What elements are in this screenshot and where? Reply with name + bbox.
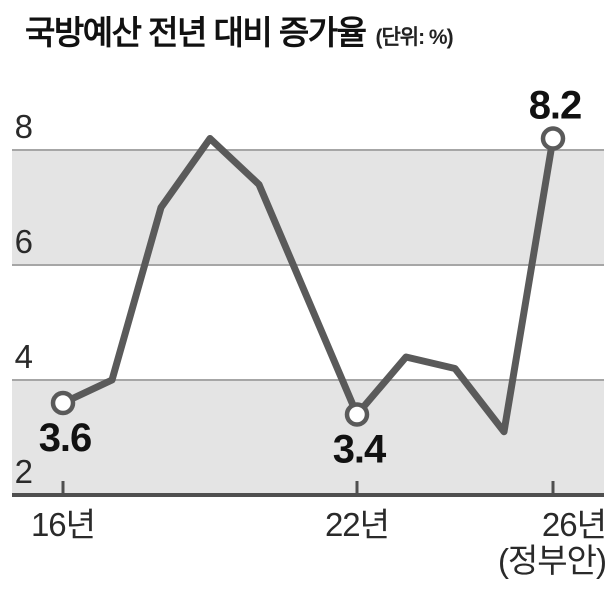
chart-header: 국방예산 전년 대비 증가율 (단위: %) <box>25 6 454 54</box>
chart-title: 국방예산 전년 대비 증가율 <box>25 14 367 51</box>
y-axis-tick-label: 4 <box>15 338 33 375</box>
x-axis-tick-label: 22년 <box>325 506 389 543</box>
y-axis-tick-label: 2 <box>15 453 32 490</box>
data-point-marker <box>540 126 566 151</box>
data-point-label: 3.4 <box>333 428 387 472</box>
data-point-marker <box>344 402 370 427</box>
data-point-label: 8.2 <box>529 84 582 128</box>
x-axis-tick-label: 16년 <box>31 506 95 543</box>
y-axis-tick-label: 8 <box>15 108 32 145</box>
y-axis-tick-label: 6 <box>15 223 32 260</box>
shaded-band <box>12 380 604 495</box>
data-point-label: 3.6 <box>39 416 92 460</box>
data-point-marker <box>50 390 76 416</box>
shaded-band <box>12 150 604 265</box>
x-axis-tick-label: 26년 <box>542 506 606 543</box>
growth-rate-line <box>59 135 557 436</box>
x-axis-tick-sublabel: (정부안) <box>498 542 606 579</box>
chart-unit-label: (단위: %) <box>375 26 453 49</box>
